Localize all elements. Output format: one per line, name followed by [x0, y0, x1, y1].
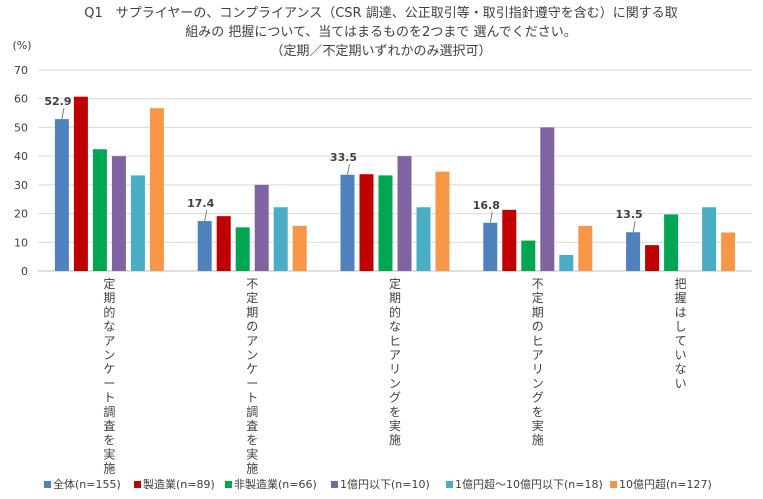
bar-series2-cat3	[359, 174, 374, 271]
y-tick-label: 40	[14, 150, 28, 163]
bar-series3-cat3	[378, 175, 393, 271]
bar-series5-cat5	[702, 207, 717, 271]
data-label-leader	[632, 221, 636, 233]
y-axis-unit-label: (%)	[12, 39, 31, 52]
bar-series1-cat2	[197, 221, 212, 271]
y-axis-tick-labels: 0 10 20 30 40 50 60 70	[14, 64, 28, 278]
legend-label: 全体(n=155)	[53, 477, 121, 491]
bar-series4-cat1	[111, 156, 126, 271]
category-label: 定期的なアンケート調査を実施	[103, 276, 115, 476]
bar-series6-cat5	[721, 232, 736, 271]
legend-label: 1億円超～10億円以下(n=18)	[455, 477, 603, 491]
gridlines	[38, 69, 752, 272]
bar-series6-cat1	[149, 108, 164, 271]
category-labels: 定期的なアンケート調査を実施 不定期のアンケート調査を実施 定期的なヒアリングを実施…	[103, 276, 686, 476]
legend-swatch	[610, 481, 617, 488]
legend-label: 1億円以下(n=10)	[340, 478, 430, 491]
data-labels: 52.9 17.4 33.5 16.8 13.5	[44, 95, 643, 233]
legend-swatch	[331, 481, 338, 488]
bar-series2-cat4	[502, 209, 517, 271]
bar-series6-cat3	[435, 171, 450, 271]
bar-series1-cat4	[483, 222, 498, 271]
legend-label: 10億円超(n=127)	[619, 477, 712, 491]
bar-series1-cat1	[54, 119, 69, 271]
chart-title-line-1: Q1 サプライヤーの、コンプライアンス（CSR 調達、公正取引等・取引指針遵守を…	[84, 5, 677, 21]
bar-series2-cat2	[216, 216, 231, 271]
category-label: 不定期のヒアリングを実施	[532, 277, 544, 447]
bar-series5-cat3	[416, 207, 431, 271]
bar-series4-cat4	[540, 127, 555, 271]
bar-series6-cat4	[578, 225, 593, 271]
bar-series4-cat3	[397, 156, 412, 271]
data-label: 52.9	[44, 95, 71, 108]
bar-series	[54, 96, 736, 271]
bar-series4-cat2	[254, 184, 269, 271]
data-label: 17.4	[187, 197, 214, 210]
bar-series3-cat1	[92, 149, 107, 271]
y-tick-label: 20	[14, 208, 28, 221]
legend-swatch	[44, 481, 51, 488]
legend-swatch	[134, 481, 141, 488]
data-label-leader	[61, 108, 65, 120]
bar-series6-cat2	[292, 225, 307, 271]
chart-title: Q1 サプライヤーの、コンプライアンス（CSR 調達、公正取引等・取引指針遵守を…	[84, 5, 677, 59]
category-label: 不定期のアンケート調査を実施	[246, 277, 258, 476]
category-label: 把握はしていない	[675, 277, 687, 390]
y-tick-label: 30	[14, 179, 28, 192]
bar-series2-cat1	[73, 96, 88, 271]
data-label-leader	[204, 209, 208, 222]
data-label: 33.5	[330, 151, 357, 164]
data-label: 13.5	[616, 208, 643, 221]
bar-series3-cat5	[664, 214, 679, 271]
bar-series2-cat5	[645, 245, 660, 271]
y-tick-label: 60	[14, 93, 28, 106]
chart-title-line-3: （定期／不定期いずれかのみ選択可）	[270, 44, 491, 59]
legend-swatch	[446, 481, 453, 488]
y-tick-label: 50	[14, 121, 28, 134]
bar-series5-cat4	[559, 254, 574, 271]
legend: 全体(n=155) 製造業(n=89) 非製造業(n=66) 1億円以下(n=10) 1…	[44, 477, 712, 491]
bar-series1-cat5	[626, 232, 641, 271]
data-label-leader	[347, 163, 350, 175]
bar-series1-cat3	[340, 174, 355, 271]
legend-label: 非製造業(n=66)	[234, 477, 317, 491]
data-label: 16.8	[473, 199, 500, 212]
chart-title-line-2: 組みの 把握について、当てはまるものを2つまで 選んでください。	[185, 25, 577, 40]
y-tick-label: 0	[21, 265, 28, 278]
y-tick-label: 10	[14, 236, 28, 249]
y-tick-label: 70	[14, 64, 28, 77]
category-label: 定期的なヒアリングを実施	[389, 276, 401, 447]
data-label-leader	[489, 211, 493, 223]
legend-swatch	[225, 481, 232, 488]
bar-series3-cat4	[521, 240, 536, 271]
bar-series5-cat2	[273, 207, 288, 271]
bar-series3-cat2	[235, 227, 250, 271]
bar-series5-cat1	[130, 175, 145, 271]
legend-label: 製造業(n=89)	[143, 477, 215, 491]
